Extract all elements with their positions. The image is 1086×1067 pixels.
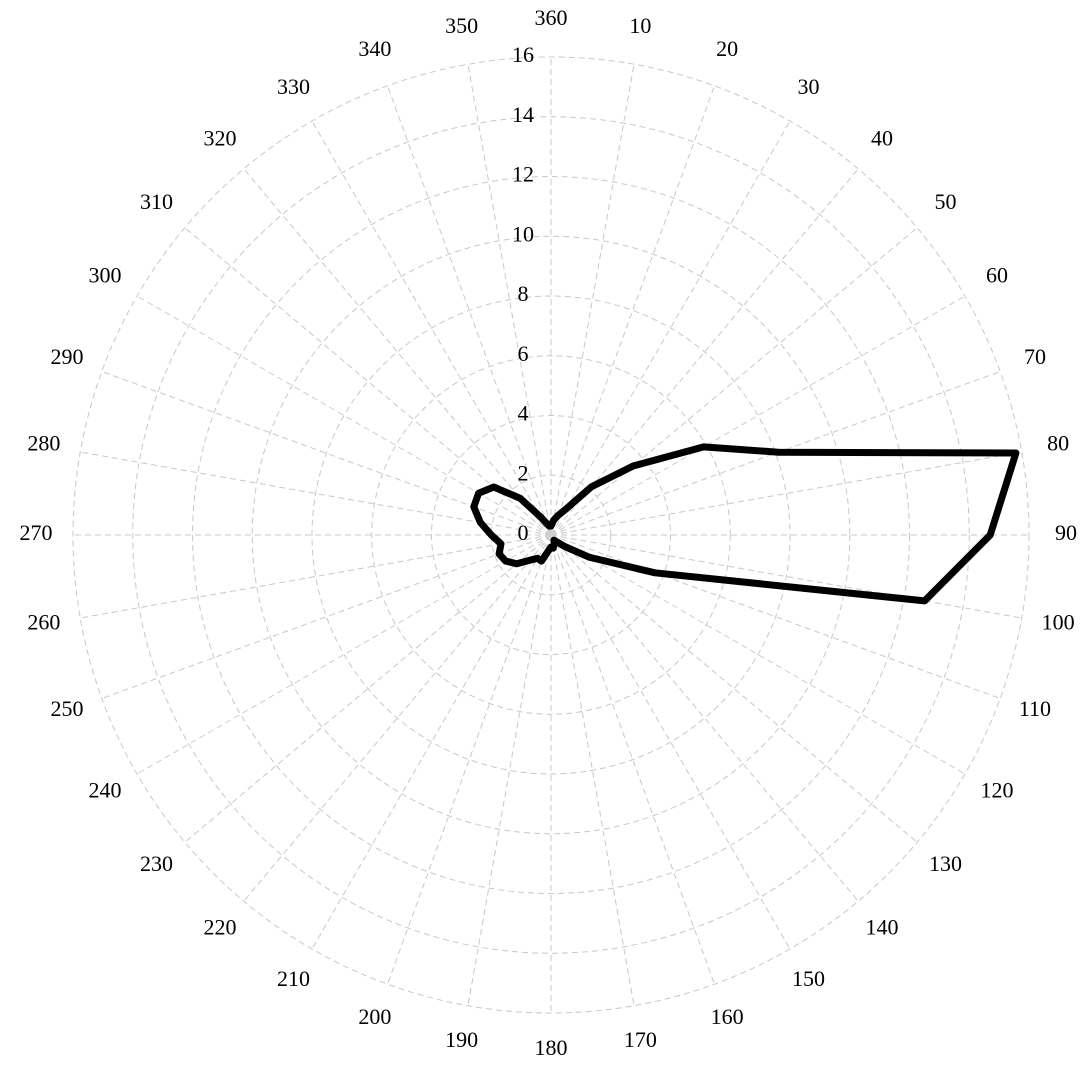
theta-tick-label: 330: [277, 74, 310, 99]
theta-tick-label: 270: [20, 520, 53, 545]
theta-tick-label: 250: [51, 696, 84, 721]
grid-circle: [371, 355, 731, 715]
grid-spoke: [550, 64, 635, 536]
grid-circle: [490, 474, 612, 596]
r-tick-label: 0: [518, 520, 529, 545]
theta-tick-label: 300: [88, 263, 121, 288]
grid-circle: [132, 116, 970, 954]
grid-spoke: [387, 534, 552, 985]
theta-tick-label: 310: [140, 189, 173, 214]
theta-tick-label: 220: [203, 915, 236, 940]
grid-spoke: [243, 168, 552, 536]
theta-tick-label: 110: [1019, 696, 1051, 721]
grid-circle: [311, 295, 791, 775]
theta-tick-label: 20: [716, 36, 738, 61]
grid-circle: [192, 176, 910, 894]
theta-tick-label: 70: [1024, 344, 1046, 369]
theta-tick-label: 240: [88, 778, 121, 803]
r-tick-label: 2: [518, 460, 529, 485]
data-line: [470, 443, 1020, 605]
r-tick-label: 8: [518, 281, 529, 306]
theta-tick-label: 30: [798, 74, 820, 99]
theta-tick-label: 10: [629, 13, 651, 38]
theta-tick-label: 100: [1042, 609, 1075, 634]
theta-tick-label: 290: [51, 344, 84, 369]
r-tick-label: 16: [512, 42, 534, 67]
theta-tick-label: 340: [358, 36, 391, 61]
theta-tick-label: 150: [792, 966, 825, 991]
theta-tick-label: 140: [866, 915, 899, 940]
grid-spoke: [467, 534, 552, 1006]
theta-tick-label: 120: [981, 778, 1014, 803]
grid-circle: [251, 235, 851, 835]
theta-tick-label: 360: [535, 5, 568, 30]
r-tick-label: 6: [518, 341, 529, 366]
theta-tick-label: 160: [711, 1004, 744, 1029]
theta-tick-label: 260: [27, 609, 60, 634]
theta-tick-label: 80: [1047, 431, 1069, 456]
theta-tick-label: 350: [445, 13, 478, 38]
theta-tick-label: 60: [986, 263, 1008, 288]
r-tick-label: 10: [512, 221, 534, 246]
theta-tick-label: 190: [445, 1027, 478, 1052]
theta-tick-label: 40: [871, 126, 893, 151]
theta-tick-label: 130: [929, 851, 962, 876]
r-tick-label: 4: [518, 401, 529, 426]
grid-circle: [431, 415, 671, 655]
theta-tick-label: 200: [358, 1004, 391, 1029]
theta-tick-label: 280: [27, 431, 60, 456]
theta-tick-label: 320: [203, 126, 236, 151]
theta-tick-label: 230: [140, 851, 173, 876]
r-tick-label: 14: [512, 102, 534, 127]
grid-spoke: [101, 534, 552, 699]
theta-tick-label: 170: [624, 1027, 657, 1052]
theta-tick-label: 50: [935, 189, 957, 214]
theta-tick-label: 210: [277, 966, 310, 991]
grid-circle: [72, 56, 1030, 1014]
grid-spoke: [80, 534, 552, 619]
theta-tick-label: 180: [535, 1035, 568, 1060]
grid-spoke: [550, 451, 1022, 536]
r-tick-label: 12: [512, 162, 534, 187]
theta-tick-label: 90: [1055, 520, 1077, 545]
